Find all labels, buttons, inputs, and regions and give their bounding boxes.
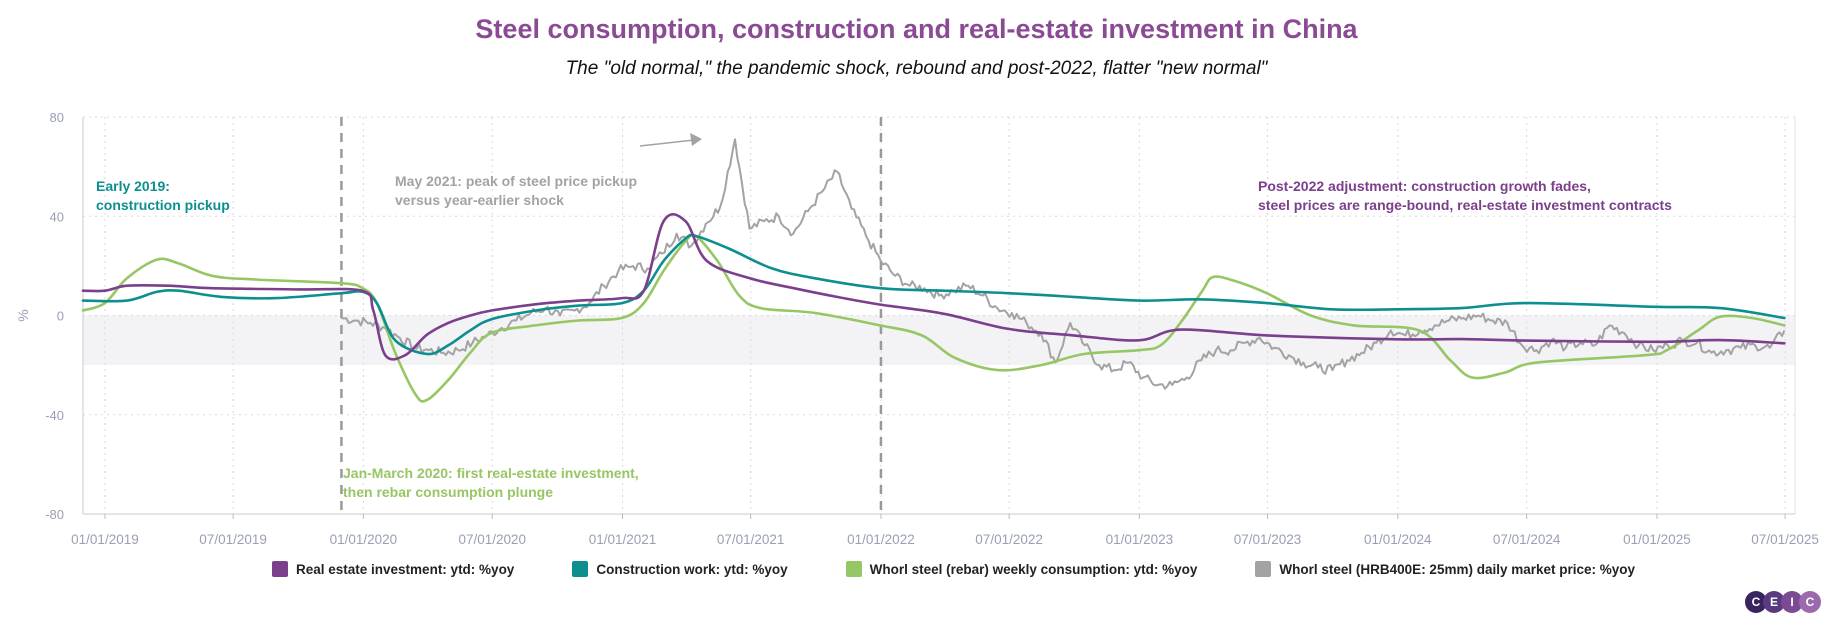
series-line-steel-price: [341, 138, 1786, 390]
x-tick-label: 01/01/2019: [71, 532, 139, 547]
annotation-line: construction pickup: [96, 197, 230, 213]
chart-annotation: Early 2019: construction pickup: [96, 178, 230, 213]
legend-swatch: [845, 561, 862, 577]
x-tick-label: 07/01/2024: [1493, 532, 1561, 547]
chart-legend: Real estate investment: ytd: %yoy Constr…: [272, 561, 1693, 577]
x-tick-label: 07/01/2021: [717, 532, 785, 547]
series-line-construction: [81, 233, 1786, 356]
legend-swatch: [1255, 561, 1272, 577]
annotation-line: Jan-March 2020: first real-estate invest…: [343, 465, 639, 481]
series-line-rebar-consumption: [81, 233, 1786, 403]
legend-label: Real estate investment: ytd: %yoy: [296, 561, 515, 577]
legend-item-real-estate: Real estate investment: ytd: %yoy: [272, 561, 514, 577]
logo-letter: C: [1745, 591, 1767, 613]
legend-label: Whorl steel (HRB400E: 25mm) daily market…: [1279, 561, 1636, 577]
ceic-logo: C E I C: [1745, 591, 1821, 613]
x-tick-label: 01/01/2025: [1623, 532, 1691, 547]
legend-item-construction: Construction work: ytd: %yoy: [572, 561, 788, 577]
annotation-line: then rebar consumption plunge: [343, 484, 553, 500]
legend-swatch: [272, 561, 288, 577]
x-tick-label: 07/01/2025: [1751, 532, 1819, 547]
x-tick-label: 07/01/2023: [1234, 532, 1302, 547]
annotation-line: versus year-earlier shock: [395, 192, 564, 208]
annotation-line: steel prices are range-bound, real-estat…: [1258, 197, 1672, 213]
legend-label: Construction work: ytd: %yoy: [596, 561, 788, 577]
chart-title: Steel consumption, construction and real…: [475, 14, 1358, 44]
annotation-line: Early 2019:: [96, 178, 170, 194]
legend-item-rebar-consumption: Whorl steel (rebar) weekly consumption: …: [845, 561, 1198, 577]
x-tick-label: 01/01/2020: [330, 532, 398, 547]
x-tick-label: 07/01/2022: [975, 532, 1043, 547]
x-tick-label: 07/01/2020: [458, 532, 526, 547]
annotation-arrow: [639, 139, 695, 147]
logo-letter: E: [1763, 591, 1785, 613]
y-tick-label: 80: [50, 110, 64, 125]
legend-label: Whorl steel (rebar) weekly consumption: …: [869, 561, 1198, 577]
annotation-line: May 2021: peak of steel price pickup: [395, 173, 637, 189]
legend-swatch: [572, 561, 589, 577]
legend-item-steel-price: Whorl steel (HRB400E: 25mm) daily market…: [1255, 561, 1635, 577]
series-line-real-estate: [81, 213, 1786, 361]
chart-annotation: Post-2022 adjustment: construction growt…: [1258, 178, 1672, 213]
annotation-line: Post-2022 adjustment: construction growt…: [1258, 178, 1591, 194]
x-tick-label: 01/01/2022: [847, 532, 915, 547]
logo-letter: I: [1781, 591, 1803, 613]
x-tick-label: 01/01/2024: [1364, 532, 1432, 547]
annotation-arrow-head: [690, 133, 702, 146]
logo-letter: C: [1799, 591, 1821, 613]
x-tick-label: 01/01/2021: [589, 532, 657, 547]
x-tick-label: 07/01/2019: [199, 532, 267, 547]
x-tick-label: 01/01/2023: [1106, 532, 1174, 547]
y-tick-label: 0: [57, 309, 64, 324]
chart-annotation: May 2021: peak of steel price pickup vers…: [395, 173, 637, 208]
y-tick-label: 40: [50, 209, 64, 224]
chart-annotation: Jan-March 2020: first real-estate invest…: [343, 465, 639, 500]
y-tick-label: -80: [45, 507, 64, 522]
y-axis-label: %: [15, 309, 31, 321]
chart-subtitle: The "old normal," the pandemic shock, re…: [565, 58, 1268, 79]
y-tick-label: -40: [45, 408, 64, 423]
